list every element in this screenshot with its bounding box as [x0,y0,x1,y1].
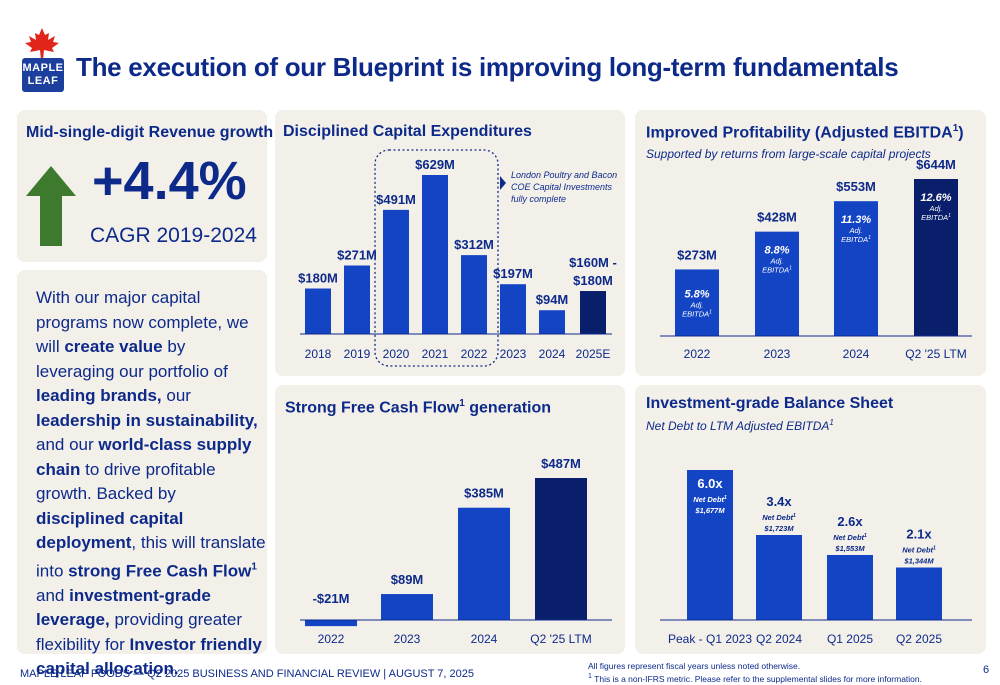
narrative-bold: strong Free Cash Flow [68,561,252,581]
narrative-bold: Investor friendly capital allocation. [36,634,262,679]
footer-note-2: 1 This is a non-IFRS metric. Please refe… [588,672,922,684]
footer-note-1: All figures represent fiscal years unles… [588,661,801,671]
narrative-bold: investment-grade leverage, [36,585,211,630]
narrative-bold: leadership in sustainability, [36,410,258,430]
revenue-growth-value: +4.4% [92,151,247,211]
leverage-subtitle-text: Net Debt to LTM Adjusted EBITDA [646,419,830,433]
leverage-title: Investment-grade Balance Sheet [646,395,894,412]
narrative-part: and our [36,435,99,454]
narrative-sup: 1 [251,561,257,573]
narrative-part: by leveraging our portfolio of [36,337,228,381]
narrative-panel [17,270,267,654]
fcf-title-sup: 1 [459,398,465,409]
capex-panel [275,110,625,376]
leverage-subtitle-sup: 1 [829,418,834,427]
fcf-title-suffix: generation [464,399,552,417]
leverage-subtitle: Net Debt to LTM Adjusted EBITDA1 [646,418,834,433]
narrative-part: With our major capital programs now comp… [36,288,249,356]
ebitda-title: Improved Profitability (Adjusted EBITDA1… [646,123,964,142]
narrative-bold: disciplined capital deployment [36,508,184,553]
logo-wordmark: MAPLE LEAF [22,58,64,92]
narrative-bold: world-class supply chain [36,435,252,479]
ebitda-subtitle: Supported by returns from large-scale ca… [646,147,931,161]
narrative-bold: create value [64,337,163,356]
page-title: The execution of our Blueprint is improv… [76,52,899,82]
footer-text: MAPLE LEAF FOODS — Q2 2025 BUSINESS AND … [20,668,475,680]
revenue-cagr-caption: CAGR 2019-2024 [90,224,257,247]
narrative-part: , this will translate into [36,533,266,581]
maple-leaf-icon [25,28,59,60]
up-arrow-icon [26,166,76,246]
logo-line-1: MAPLE [22,62,64,74]
footer-note-2-text: This is a non-IFRS metric. Please refer … [591,673,923,684]
fcf-title-text: Strong Free Cash Flow [285,399,460,417]
capex-title: Disciplined Capital Expenditures [283,123,532,140]
page-number: 6 [983,664,990,676]
revenue-title: Mid-single-digit Revenue growth [26,124,274,141]
narrative-part: our [161,386,191,405]
ebitda-title-sup: 1 [952,123,959,134]
narrative-part: to drive profitable growth. Backed by [36,459,216,504]
narrative-bold: leading brands, [36,386,162,405]
ebitda-title-text: Improved Profitability (Adjusted EBITDA [646,124,953,142]
maple-leaf-logo: MAPLE LEAF [18,28,66,94]
footer-note-sup: 1 [588,672,592,680]
fcf-title: Strong Free Cash Flow1 generation [285,398,551,417]
narrative-text: With our major capital programs now comp… [36,286,266,682]
narrative-part: and [36,585,70,605]
narrative-part: providing greater flexibility for [36,610,243,654]
logo-line-2: LEAF [27,75,59,87]
fcf-panel [275,385,625,654]
